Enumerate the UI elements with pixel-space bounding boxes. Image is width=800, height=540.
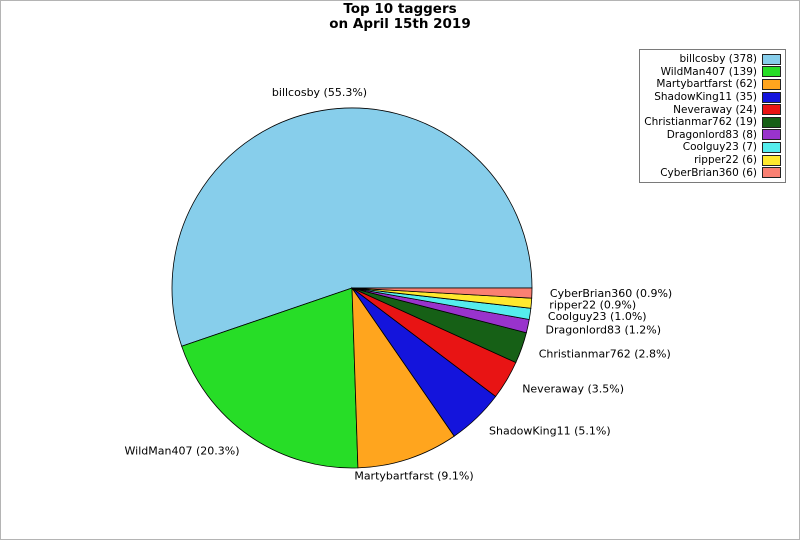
- legend-row-CyberBrian360: CyberBrian360 (6): [644, 166, 781, 179]
- pie-label-CyberBrian360: CyberBrian360 (0.9%): [550, 287, 672, 300]
- legend-label: WildMan407 (139): [660, 65, 757, 78]
- legend-row-Martybartfarst: Martybartfarst (62): [644, 78, 781, 91]
- pie-slice-WildMan407: [181, 287, 359, 469]
- legend-swatch: [762, 116, 781, 128]
- legend-row-Neveraway: Neveraway (24): [644, 103, 781, 116]
- pie-label-billcosby: billcosby (55.3%): [272, 86, 367, 99]
- pie-label-Neveraway: Neveraway (3.5%): [522, 383, 624, 396]
- legend-label: Neveraway (24): [673, 103, 757, 116]
- legend-swatch: [762, 91, 781, 103]
- pie-label-Christianmar762: Christianmar762 (2.8%): [539, 347, 671, 360]
- legend: billcosby (378) WildMan407 (139) Martybart…: [639, 49, 786, 183]
- legend-swatch: [762, 129, 781, 141]
- pie-label-ripper22: ripper22 (0.9%): [549, 298, 636, 311]
- legend-swatch: [762, 104, 781, 116]
- pie-label-Dragonlord83: Dragonlord83 (1.2%): [546, 323, 662, 336]
- legend-label: ripper22 (6): [694, 154, 757, 167]
- legend-swatch: [762, 78, 781, 90]
- legend-label: Dragonlord83 (8): [666, 128, 757, 141]
- legend-row-Coolguy23: Coolguy23 (7): [644, 141, 781, 154]
- legend-row-WildMan407: WildMan407 (139): [644, 66, 781, 79]
- legend-row-ShadowKing11: ShadowKing11 (35): [644, 91, 781, 104]
- legend-row-Christianmar762: Christianmar762 (19): [644, 116, 781, 129]
- legend-label: CyberBrian360 (6): [660, 166, 757, 179]
- legend-swatch: [762, 66, 781, 78]
- legend-swatch: [762, 141, 781, 153]
- chart-title-line2: on April 15th 2019: [329, 16, 471, 32]
- legend-swatch: [762, 167, 781, 179]
- legend-label: Martybartfarst (62): [656, 78, 757, 91]
- legend-row-ripper22: ripper22 (6): [644, 154, 781, 167]
- legend-label: Coolguy23 (7): [682, 141, 757, 154]
- pie-label-Coolguy23: Coolguy23 (1.0%): [548, 310, 647, 323]
- legend-label: billcosby (378): [679, 53, 757, 66]
- pie-slice-billcosby: [171, 107, 533, 347]
- legend-label: ShadowKing11 (35): [654, 91, 757, 104]
- pie-label-Martybartfarst: Martybartfarst (9.1%): [354, 470, 473, 483]
- pie-slice-CyberBrian360: [351, 287, 533, 299]
- pie-label-ShadowKing11: ShadowKing11 (5.1%): [489, 424, 611, 437]
- pie-slice-Martybartfarst: [351, 286, 455, 469]
- chart-title: Top 10 taggers on April 15th 2019: [0, 2, 800, 32]
- legend-row-billcosby: billcosby (378): [644, 53, 781, 66]
- pie-label-WildMan407: WildMan407 (20.3%): [125, 445, 240, 458]
- legend-row-Dragonlord83: Dragonlord83 (8): [644, 129, 781, 142]
- legend-swatch: [762, 154, 781, 166]
- legend-label: Christianmar762 (19): [644, 116, 757, 129]
- chart-title-line1: Top 10 taggers: [343, 1, 457, 17]
- legend-swatch: [762, 53, 781, 65]
